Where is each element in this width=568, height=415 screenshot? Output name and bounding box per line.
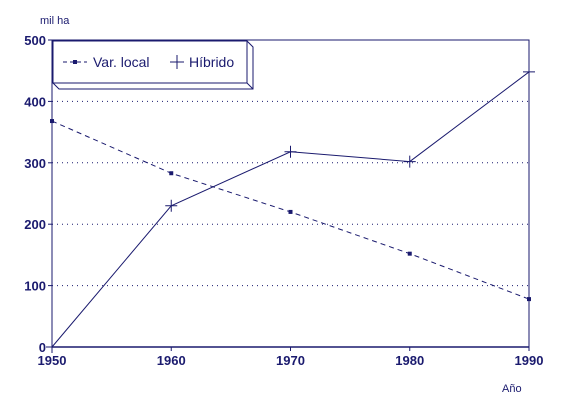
y-tick-label: 200 xyxy=(24,217,46,232)
data-point-marker xyxy=(403,155,416,168)
y-axis-label: mil ha xyxy=(40,15,70,27)
series-h-brido xyxy=(46,65,535,353)
y-tick-label: 0 xyxy=(39,340,46,355)
data-point-marker xyxy=(523,65,535,78)
x-tick-label: 1990 xyxy=(515,353,544,368)
series-group xyxy=(46,65,535,353)
x-tick-label: 1980 xyxy=(395,353,424,368)
legend-shadow-edge xyxy=(246,82,254,90)
x-axis-label: Año xyxy=(502,383,522,395)
data-point-marker xyxy=(527,297,531,302)
x-tick-label: 1960 xyxy=(157,353,186,368)
data-point-marker xyxy=(50,119,54,124)
data-point-marker xyxy=(165,199,178,212)
legend-label: Híbrido xyxy=(189,54,234,70)
data-point-marker xyxy=(169,171,174,176)
y-tick-label: 300 xyxy=(24,156,46,171)
x-tick-label: 1970 xyxy=(276,353,305,368)
series-var-local xyxy=(50,119,531,302)
legend: Var. local Híbrido xyxy=(51,39,254,90)
y-tick-label: 400 xyxy=(24,94,46,109)
series-line xyxy=(51,71,530,348)
data-point-marker xyxy=(284,145,297,158)
y-tick-label: 500 xyxy=(24,33,46,48)
x-tick-label: 1950 xyxy=(38,353,67,368)
legend-label: Var. local xyxy=(93,54,150,70)
legend-swatch-marker xyxy=(170,55,184,69)
data-point-marker xyxy=(288,209,293,214)
data-point-marker xyxy=(407,251,412,256)
axes: 0 100 200 300 400 500 1950 1960 1970 1980 1990 xyxy=(24,33,543,368)
legend-swatch-marker xyxy=(73,60,77,64)
data-point-marker xyxy=(46,341,58,353)
y-tick-label: 100 xyxy=(24,279,46,294)
grid-lines xyxy=(52,100,529,287)
